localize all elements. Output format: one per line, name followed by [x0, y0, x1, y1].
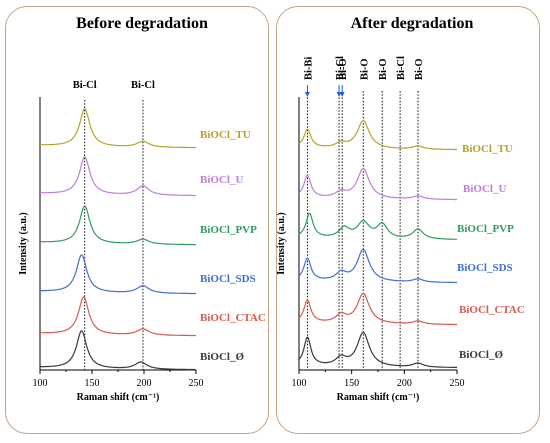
x-tick-label: 200: [137, 378, 152, 389]
x-axis-label: Raman shift (cm⁻¹): [77, 392, 160, 403]
chart-title: After degradation: [351, 15, 474, 32]
peak-arrow-head: [304, 92, 310, 97]
peak-marker-label: Bi-Cl: [73, 80, 97, 91]
series-label: BiOCl_Ø: [200, 351, 244, 363]
spectrum-line-u: [40, 156, 196, 197]
spectrum-line-o: [40, 330, 196, 371]
x-tick-label: 200: [397, 378, 412, 389]
x-tick-label: 100: [33, 378, 48, 389]
spectrum-line-ctac: [298, 292, 457, 326]
series-label: BiOCl_U: [463, 183, 506, 195]
x-tick-label: 250: [450, 378, 465, 389]
x-tick-label: 150: [344, 378, 359, 389]
x-tick-label: 100: [292, 378, 307, 389]
peak-marker-label: Bi-Cl: [131, 80, 155, 91]
series-label: BiOCl_U: [200, 174, 243, 186]
peak-marker-label: Bi-O: [359, 58, 370, 80]
series-label: BiOCl_Ø: [459, 349, 503, 361]
spectrum-line-tu: [40, 108, 196, 149]
spectrum-line-sds: [298, 248, 457, 284]
peak-marker-label: Bi-O: [338, 58, 349, 80]
spectrum-line-ctac: [40, 296, 196, 337]
series-label: BiOCl_PVP: [200, 224, 257, 236]
after-degradation-chart: After degradation 100 150 200 250 Raman shift…: [276, 15, 525, 403]
y-axis-label: Intensity (a.u.): [276, 212, 287, 275]
x-tick-label: 250: [189, 378, 204, 389]
series-label: BiOCl_CTAC: [459, 304, 525, 316]
peak-marker-label: Bi-O: [414, 58, 425, 80]
x-axis-label: Raman shift (cm⁻¹): [337, 392, 420, 403]
peak-arrow-head: [339, 92, 345, 97]
spectrum-line-sds: [40, 254, 196, 295]
series-label: BiOCl_CTAC: [200, 312, 266, 324]
peak-marker-label: Bi-O: [378, 58, 389, 80]
before-degradation-panel: [5, 6, 269, 434]
spectrum-line-o: [298, 331, 457, 368]
after-degradation-panel: [276, 6, 540, 434]
chart-title: Before degradation: [76, 15, 208, 32]
peak-marker-label: Bi-Cl: [335, 56, 346, 80]
spectrum-line-tu: [298, 119, 457, 151]
x-tick-label: 150: [85, 378, 100, 389]
spectrum-line-u: [298, 167, 457, 201]
y-axis-label: Intensity (a.u.): [18, 212, 29, 275]
series-label: BiOCl_SDS: [200, 273, 256, 285]
peak-marker-label: Bi-Bi: [303, 57, 314, 80]
spectrum-line-pvp: [40, 205, 196, 246]
series-label: BiOCl_TU: [200, 129, 251, 141]
before-degradation-chart: Before degradation 100 150 200 250 Raman shif…: [18, 15, 266, 403]
series-label: BiOCl_TU: [462, 143, 513, 155]
series-label: BiOCl_PVP: [457, 223, 514, 235]
peak-marker-label: Bi-Cl: [396, 56, 407, 80]
series-label: BiOCl_SDS: [457, 262, 513, 274]
spectrum-line-pvp: [298, 212, 457, 240]
peak-arrow-head: [336, 92, 342, 97]
